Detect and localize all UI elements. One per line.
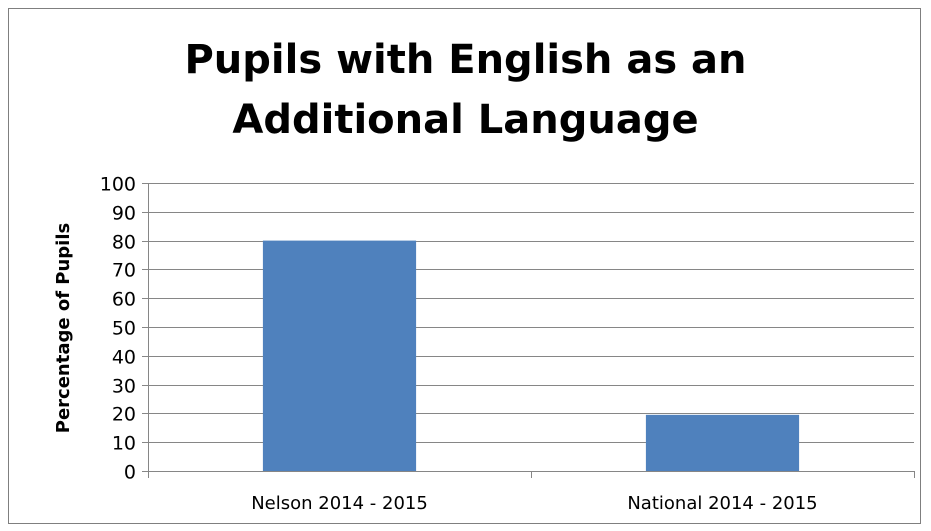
chart-title: Pupils with English as an Additional Lan…	[0, 30, 931, 150]
y-tick-label: 90	[112, 203, 136, 225]
y-tick-label: 0	[124, 462, 136, 484]
y-tick-label: 60	[112, 289, 136, 311]
y-tick-label: 40	[112, 347, 136, 369]
y-tick-label: 50	[112, 318, 136, 340]
axes	[142, 183, 915, 478]
y-axis-title: Percentage of Pupils	[53, 223, 74, 434]
axis-labels: 0 10 20 30 40 50 60 70 80 90 100 Nelson 2014 - 2015…	[100, 174, 818, 515]
x-category-label: National 2014 - 2015	[627, 493, 817, 514]
bar-national	[645, 414, 800, 471]
y-tick-label: 80	[112, 232, 136, 254]
x-category-label: Nelson 2014 - 2015	[251, 493, 428, 514]
y-tick-label: 70	[112, 260, 136, 282]
chart-title-text: Pupils with English as an Additional Lan…	[184, 37, 747, 143]
bar-nelson	[262, 240, 417, 471]
y-tick-label: 30	[112, 376, 136, 398]
bars	[262, 240, 800, 471]
y-tick-label: 10	[112, 433, 136, 455]
y-tick-label: 100	[100, 174, 136, 196]
y-tick-label: 20	[112, 404, 136, 426]
